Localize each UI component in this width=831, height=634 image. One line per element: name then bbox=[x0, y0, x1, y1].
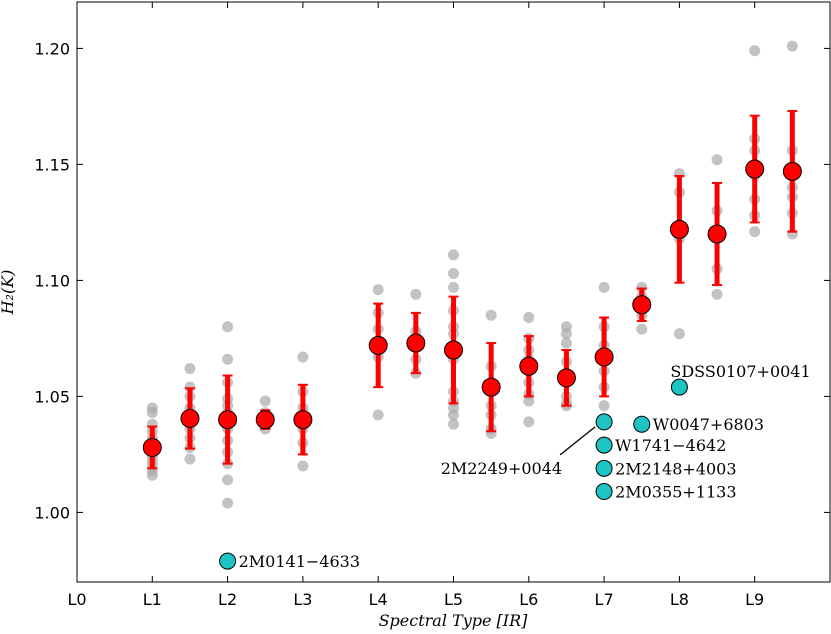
individual-point bbox=[598, 281, 610, 293]
y-tick-label: 1.00 bbox=[34, 503, 70, 522]
highlighted-objects-layer bbox=[219, 378, 688, 570]
individual-point bbox=[523, 312, 535, 324]
individual-point bbox=[184, 453, 196, 465]
x-tick-label: L2 bbox=[218, 590, 237, 609]
individual-point bbox=[711, 288, 723, 300]
mean-marker bbox=[556, 368, 576, 388]
individual-point bbox=[560, 337, 572, 349]
highlighted-object bbox=[219, 552, 237, 570]
individual-point bbox=[448, 418, 459, 430]
mean-marker bbox=[218, 410, 238, 430]
highlighted-object bbox=[670, 378, 688, 396]
mean-marker bbox=[180, 408, 200, 428]
mean-marker bbox=[745, 159, 765, 179]
individual-point bbox=[222, 497, 234, 509]
individual-point bbox=[523, 395, 535, 407]
mean-marker bbox=[293, 410, 313, 430]
y-axis-label: H₂(K) bbox=[0, 270, 17, 316]
highlighted-object bbox=[595, 459, 613, 477]
mean-marker bbox=[594, 347, 614, 367]
individual-point bbox=[749, 45, 761, 57]
object-label: 2M2249+0044 bbox=[441, 459, 562, 478]
mean-marker bbox=[481, 377, 501, 397]
individual-point bbox=[222, 353, 234, 365]
individual-point bbox=[372, 409, 384, 421]
individual-point bbox=[146, 469, 158, 481]
x-tick-label: L5 bbox=[444, 590, 463, 609]
individual-point bbox=[222, 321, 234, 333]
mean-marker bbox=[255, 410, 275, 430]
mean-marker bbox=[669, 219, 689, 239]
individual-point bbox=[673, 328, 685, 340]
individual-point bbox=[749, 226, 761, 238]
individual-point bbox=[786, 40, 798, 52]
mean-marker bbox=[142, 437, 162, 457]
highlighted-object bbox=[595, 413, 613, 431]
x-tick-label: L7 bbox=[595, 590, 614, 609]
ticks-layer: L0 L1 L2 L3 L4 L5 L6 L7 L8 L9 1.00 1.05 1.10 1.15 1.20 bbox=[34, 2, 830, 609]
mean-markers-layer bbox=[142, 159, 802, 457]
mean-marker bbox=[368, 335, 388, 355]
individual-point bbox=[448, 249, 459, 261]
mean-marker bbox=[632, 295, 652, 315]
individual-point bbox=[448, 267, 459, 279]
highlighted-object bbox=[633, 415, 651, 433]
individual-point bbox=[410, 288, 422, 300]
individual-point bbox=[448, 281, 459, 293]
y-tick-label: 1.05 bbox=[34, 387, 70, 406]
x-tick-label: L3 bbox=[293, 590, 312, 609]
x-tick-label: L8 bbox=[670, 590, 689, 609]
individual-point bbox=[184, 381, 196, 393]
individual-point bbox=[222, 474, 234, 486]
y-tick-label: 1.10 bbox=[34, 271, 70, 290]
highlighted-object bbox=[595, 483, 613, 501]
x-axis-label: Spectral Type [IR] bbox=[379, 611, 529, 630]
y-tick-label: 1.15 bbox=[34, 155, 70, 174]
individual-point bbox=[485, 309, 497, 321]
object-label: 2M2148+4003 bbox=[615, 459, 736, 478]
individual-point bbox=[259, 395, 271, 407]
x-tick-label: L4 bbox=[369, 590, 388, 609]
individual-point bbox=[598, 400, 610, 412]
y-tick-label: 1.20 bbox=[34, 39, 70, 58]
object-label: W1741−4642 bbox=[615, 436, 726, 455]
individual-point bbox=[184, 363, 196, 375]
individual-point bbox=[523, 416, 535, 428]
mean-marker bbox=[444, 340, 463, 360]
x-tick-label: L6 bbox=[519, 590, 538, 609]
x-tick-label: L1 bbox=[143, 590, 162, 609]
annotations-layer: 2M0141−4633 2M2249+0044 W1741−4642 2M2148+4… bbox=[239, 362, 811, 571]
mean-marker bbox=[707, 224, 727, 244]
individual-point bbox=[297, 351, 309, 363]
annotation-leader-line bbox=[559, 426, 596, 456]
x-tick-label: L9 bbox=[745, 590, 764, 609]
individual-point bbox=[636, 281, 648, 293]
x-tick-label: L0 bbox=[67, 590, 86, 609]
individual-point bbox=[372, 284, 384, 296]
individual-point bbox=[448, 409, 459, 421]
object-label: 2M0141−4633 bbox=[239, 552, 360, 571]
highlighted-object bbox=[595, 436, 613, 454]
mean-marker bbox=[519, 356, 539, 376]
individual-point bbox=[146, 407, 158, 419]
object-label: W0047+6803 bbox=[653, 415, 764, 434]
individual-point bbox=[636, 323, 648, 335]
individual-point bbox=[560, 328, 572, 340]
mean-marker bbox=[782, 161, 802, 181]
object-label: 2M0355+1133 bbox=[615, 483, 736, 502]
individual-point bbox=[297, 460, 309, 472]
object-label: SDSS0107+0041 bbox=[670, 362, 810, 381]
mean-marker bbox=[406, 333, 426, 353]
individual-point bbox=[711, 154, 723, 166]
